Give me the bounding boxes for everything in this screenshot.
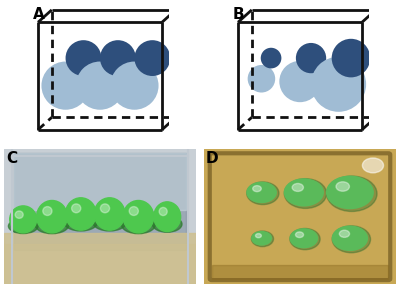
Circle shape: [336, 182, 350, 191]
Ellipse shape: [35, 216, 69, 234]
Bar: [14, 153, 186, 250]
Circle shape: [332, 226, 370, 253]
Ellipse shape: [94, 198, 125, 230]
Ellipse shape: [15, 211, 23, 218]
Ellipse shape: [66, 198, 96, 230]
Circle shape: [284, 178, 324, 207]
Circle shape: [251, 231, 272, 246]
Circle shape: [332, 226, 368, 251]
Ellipse shape: [129, 207, 138, 216]
Circle shape: [42, 61, 90, 110]
Ellipse shape: [10, 206, 37, 233]
Circle shape: [256, 234, 261, 238]
Circle shape: [134, 40, 170, 76]
Circle shape: [292, 183, 304, 191]
Circle shape: [76, 61, 124, 110]
Circle shape: [362, 158, 384, 173]
Circle shape: [248, 65, 275, 92]
Ellipse shape: [93, 213, 126, 231]
Circle shape: [246, 182, 277, 203]
Circle shape: [296, 43, 326, 73]
Bar: [4, 244, 196, 284]
Circle shape: [332, 39, 370, 77]
Bar: [14, 153, 186, 210]
FancyBboxPatch shape: [210, 153, 390, 280]
Circle shape: [296, 232, 304, 238]
Circle shape: [290, 228, 320, 250]
Circle shape: [247, 182, 279, 205]
Circle shape: [311, 57, 366, 112]
Text: C: C: [6, 151, 17, 166]
Circle shape: [66, 40, 101, 76]
Ellipse shape: [8, 219, 38, 234]
Circle shape: [290, 228, 318, 248]
Circle shape: [326, 176, 374, 209]
Circle shape: [261, 48, 282, 68]
Circle shape: [253, 186, 261, 192]
Ellipse shape: [122, 216, 155, 234]
Circle shape: [251, 231, 274, 247]
Ellipse shape: [123, 201, 154, 233]
Ellipse shape: [100, 204, 110, 213]
Circle shape: [327, 176, 377, 212]
Ellipse shape: [37, 201, 67, 233]
Text: A: A: [32, 7, 44, 22]
Ellipse shape: [64, 213, 98, 231]
Text: D: D: [206, 151, 218, 166]
Circle shape: [284, 179, 327, 208]
Circle shape: [339, 230, 350, 237]
Circle shape: [110, 61, 158, 110]
Ellipse shape: [154, 202, 181, 232]
Circle shape: [100, 40, 136, 76]
Bar: [212, 265, 388, 279]
Ellipse shape: [152, 216, 182, 232]
Ellipse shape: [159, 208, 167, 216]
Text: B: B: [232, 7, 244, 22]
Ellipse shape: [72, 204, 81, 213]
Bar: [4, 233, 196, 284]
Ellipse shape: [43, 207, 52, 216]
Circle shape: [279, 61, 321, 102]
